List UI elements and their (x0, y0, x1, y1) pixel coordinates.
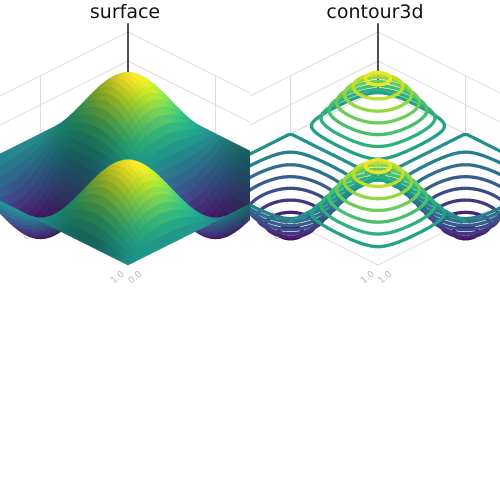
surface-patch (273, 182, 281, 189)
contour3d-tick-label: 1.0 (359, 269, 377, 286)
surface-panel-title: surface (89, 1, 161, 23)
surface-patch (276, 182, 284, 188)
surface-patch (292, 179, 300, 182)
contour3d-panel: 0.51.01.00.50.0 (250, 23, 500, 286)
surface-patch (0, 190, 3, 197)
contour3d-panel-title: contour3d (326, 1, 424, 23)
surface-patch (0, 157, 3, 167)
surface-panel: 0.51.00.00.51.0y (0, 23, 300, 286)
surface-patch (0, 168, 3, 178)
surface-tick-label: 1.0 (109, 269, 127, 286)
surface-patch (123, 259, 133, 266)
surface-patch (269, 193, 277, 200)
surface-tick-label: 0.0 (127, 269, 145, 286)
contour3d-tick-label: 1.0 (377, 269, 395, 286)
surface-patch (280, 182, 288, 187)
surface-patch (269, 193, 277, 200)
surface-patch (269, 181, 277, 188)
surface-patch (284, 182, 292, 186)
surface-patch (0, 179, 3, 188)
surface-patch (280, 168, 288, 176)
surface-patch (265, 195, 273, 202)
surface-patch (288, 181, 296, 184)
surface-patch (284, 183, 292, 187)
contour-line-segment (250, 188, 252, 192)
